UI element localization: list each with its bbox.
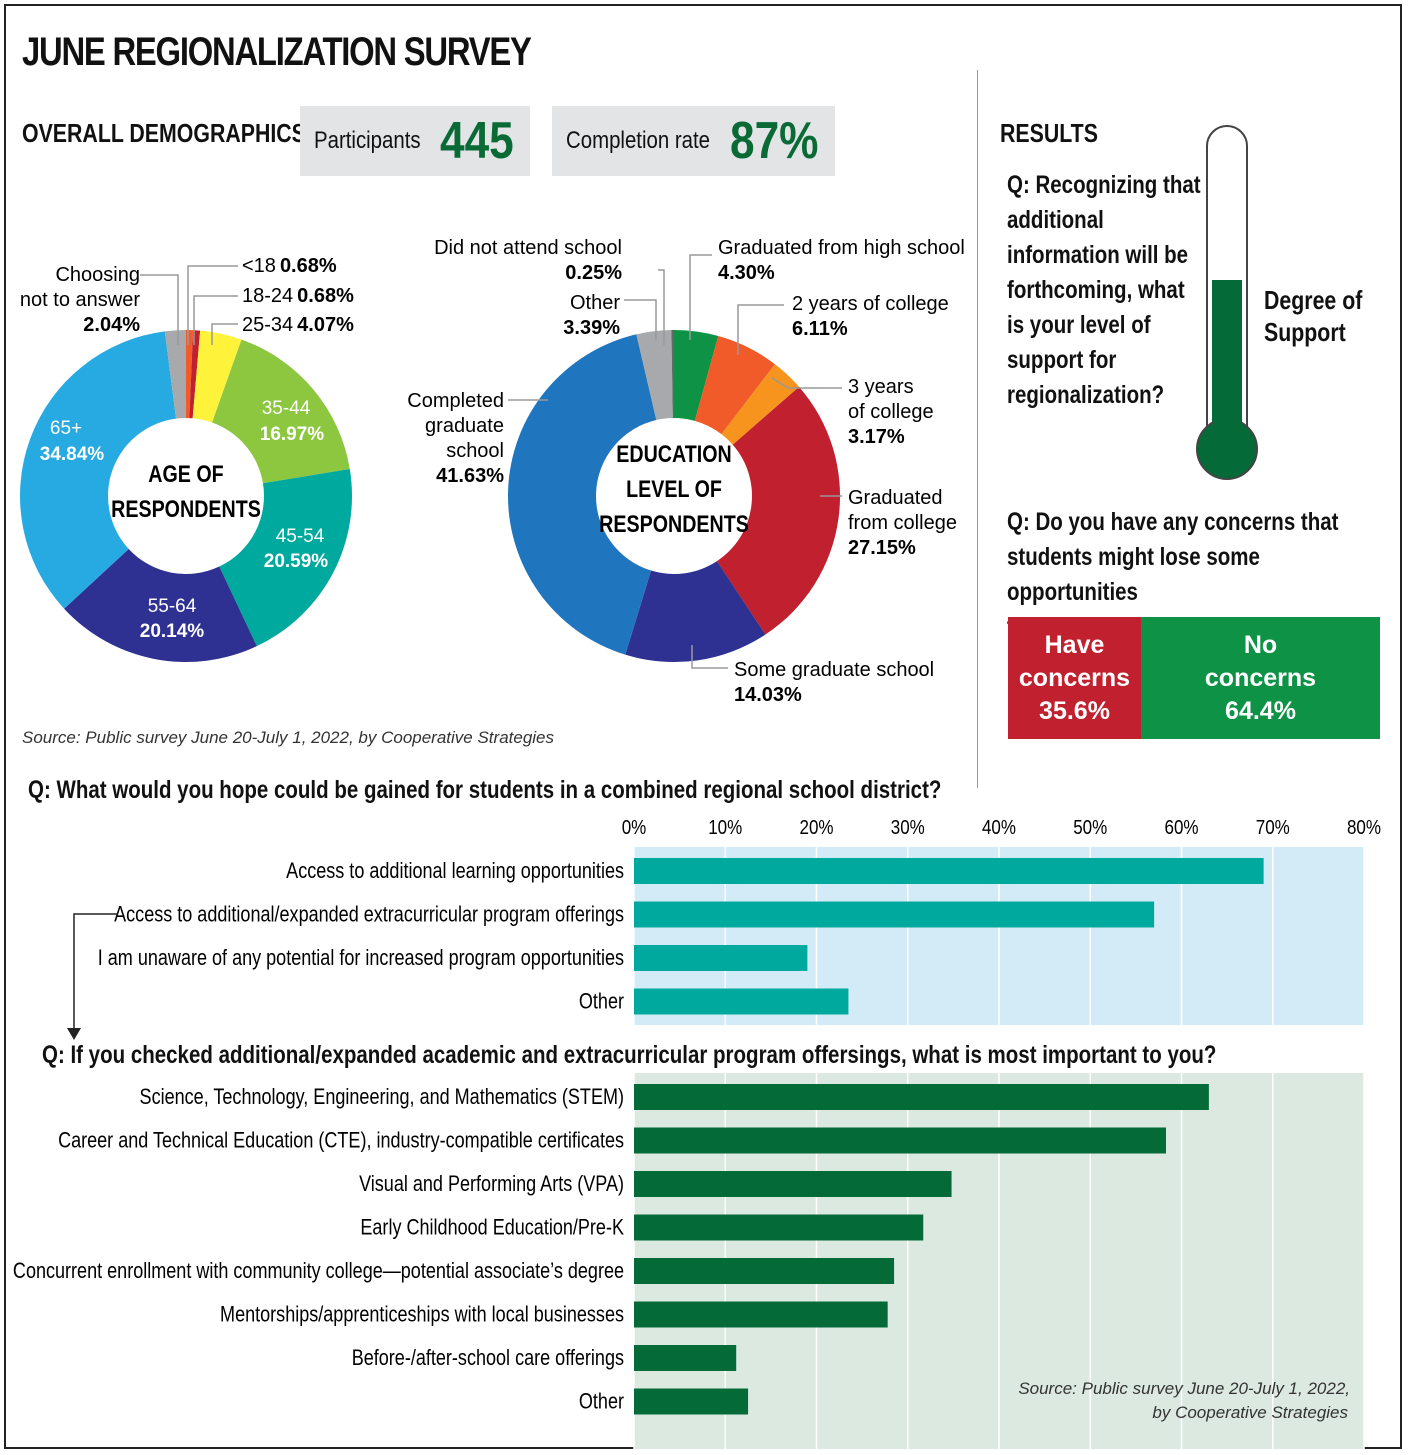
- age-value-55-64: 20.14%: [140, 621, 205, 642]
- edu-label-somegrad: Some graduate school: [734, 659, 934, 681]
- age-label-35-44: 35-44: [262, 398, 311, 419]
- edu-label-grad-2: graduate: [425, 415, 504, 437]
- edu-value-grad: 41.63%: [436, 465, 504, 487]
- participants-value: 445: [440, 112, 514, 170]
- age-label-45-54: 45-54: [276, 526, 325, 547]
- completion-label: Completion rate: [566, 127, 711, 154]
- age-slice-6: [20, 331, 177, 609]
- edu-value-college: 27.15%: [848, 537, 916, 559]
- age-slice-1: [189, 330, 201, 419]
- edu-value-none: 0.25%: [565, 262, 622, 284]
- edu-title-2: LEVEL OF: [626, 475, 722, 502]
- edu-slice-1: [694, 336, 775, 435]
- age-label-u18: <18 0.68%: [242, 255, 337, 277]
- donut-charts: AGE OF RESPONDENTS EDUCATION LEVEL OF RE…: [20, 237, 965, 706]
- age-slice-0: [186, 330, 194, 419]
- edu-label-none: Did not attend school: [434, 237, 622, 259]
- edu-label-grad-1: Completed: [407, 390, 504, 412]
- edu-slice-6: [636, 330, 673, 421]
- age-title-1: AGE OF: [148, 460, 223, 487]
- results-heading: RESULTS: [1000, 118, 1098, 148]
- edu-slice-3: [716, 386, 840, 635]
- age-label-65: 65+: [50, 418, 82, 439]
- participants-box: Participants 445: [300, 106, 530, 176]
- edu-title-1: EDUCATION: [616, 440, 731, 467]
- age-label-55-64: 55-64: [148, 596, 197, 617]
- thermometer-label: Degree of Support: [1264, 285, 1363, 347]
- edu-label-grad-3: school: [446, 440, 504, 462]
- thermometer-icon: [1196, 125, 1258, 480]
- demographics-heading: OVERALL DEMOGRAPHICS: [22, 118, 306, 148]
- participants-label: Participants: [314, 127, 421, 154]
- edu-value-hs: 4.30%: [718, 262, 775, 284]
- source-note-top: Source: Public survey June 20-July 1, 20…: [22, 728, 555, 747]
- edu-slice-5: [507, 334, 657, 655]
- edu-value-other: 3.39%: [563, 317, 620, 339]
- edu-slice-0: [674, 330, 719, 421]
- have-concerns-segment: Have concerns 35.6%: [1008, 617, 1141, 739]
- edu-value-3yr: 3.17%: [848, 426, 905, 448]
- age-slice-4: [219, 468, 352, 647]
- age-label-18-24: 18-24 0.68%: [242, 285, 354, 307]
- age-slice-2: [192, 330, 242, 423]
- age-slice-5: [64, 548, 257, 662]
- edu-slice-7: [671, 330, 674, 419]
- completion-box: Completion rate 87%: [552, 106, 835, 176]
- page-title: JUNE REGIONALIZATION SURVEY: [22, 30, 532, 74]
- age-value-65: 34.84%: [40, 444, 105, 465]
- age-title-2: RESPONDENTS: [111, 495, 261, 522]
- edu-label-other: Other: [570, 292, 620, 314]
- age-slice-7: [164, 330, 186, 419]
- age-value-noanswer: 2.04%: [83, 314, 140, 336]
- edu-label-hs: Graduated from high school: [718, 237, 965, 259]
- age-label-noanswer-2: not to answer: [20, 289, 140, 311]
- no-concerns-segment: No concerns 64.4%: [1141, 617, 1380, 739]
- age-label-noanswer-1: Choosing: [55, 264, 140, 286]
- gains-question: Q: What would you hope could be gained f…: [28, 776, 942, 804]
- edu-value-somegrad: 14.03%: [734, 684, 802, 706]
- support-question: Q: Recognizing that additional informati…: [1007, 171, 1201, 409]
- edu-title-3: RESPONDENTS: [599, 510, 749, 537]
- age-label-25-34: 25-34 4.07%: [242, 314, 354, 336]
- edu-slice-2: [721, 364, 800, 445]
- edu-label-2yr: 2 years of college: [792, 293, 949, 315]
- age-slice-3: [212, 339, 350, 484]
- edu-slice-4: [625, 561, 766, 662]
- age-value-35-44: 16.97%: [260, 424, 325, 445]
- edu-label-college-1: Graduated: [848, 487, 943, 509]
- edu-label-3yr-2: of college: [848, 401, 934, 423]
- age-value-45-54: 20.59%: [264, 551, 329, 572]
- completion-value: 87%: [730, 112, 819, 170]
- edu-label-college-2: from college: [848, 512, 957, 534]
- section-divider: [977, 70, 978, 788]
- priorities-question: Q: If you checked additional/expanded ac…: [42, 1041, 1217, 1069]
- concerns-bar: Have concerns 35.6% No concerns 64.4%: [1008, 617, 1380, 739]
- edu-value-2yr: 6.11%: [792, 318, 848, 340]
- edu-label-3yr-1: 3 years: [848, 376, 914, 398]
